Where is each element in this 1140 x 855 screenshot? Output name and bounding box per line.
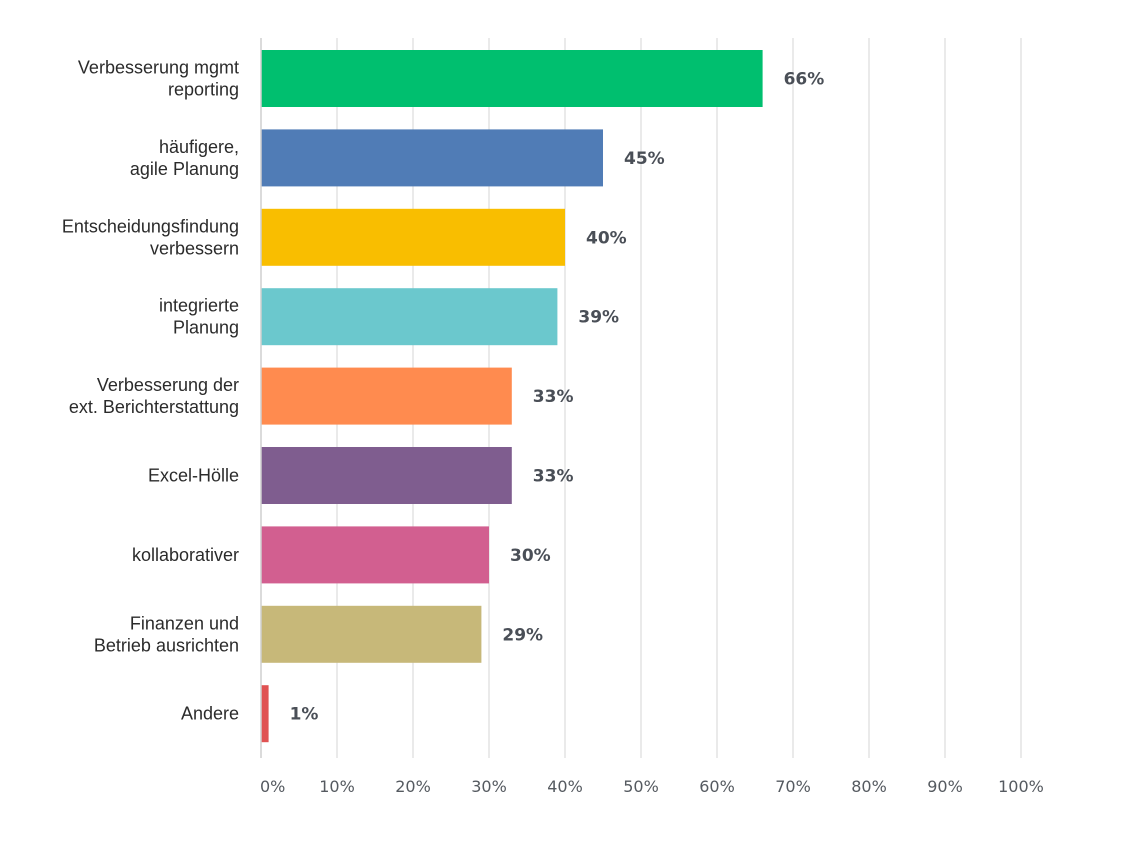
data-label: 45% [624,149,665,169]
data-label: 33% [533,467,574,487]
data-label: 39% [578,308,619,328]
x-tick-label: 40% [547,777,583,796]
bar [261,605,482,663]
category-labels: Verbesserung mgmt reporting häufigere, agil… [62,58,239,724]
data-label: 30% [510,546,551,566]
bar [261,208,565,266]
bar [261,367,512,425]
x-tick-label: 90% [927,777,963,796]
x-tick-label: 20% [395,777,431,796]
bars [261,50,763,743]
bar [261,50,763,107]
data-label: 33% [533,387,574,407]
value-labels: 66% 45% 40% 39% 33% 33% 30% 29% 1% [290,70,825,725]
x-tick-label: 70% [775,777,811,796]
x-axis-tick-labels: 0% 10% 20% 30% 40% 50% 60% 70% 80% 90% 100% [260,777,1044,796]
x-tick-label: 0% [260,777,285,796]
category-label: Excel-Hölle [148,466,239,486]
bar [261,447,512,504]
category-label: Entscheidungsfindung verbessern [62,216,239,258]
category-label: häufigere, agile Planung [130,137,239,179]
data-label: 29% [502,625,543,645]
category-label: integrierte Planung [159,296,239,338]
data-label: 40% [586,228,627,248]
x-tick-label: 100% [998,777,1044,796]
category-label: Verbesserung mgmt reporting [78,58,239,100]
x-tick-label: 80% [851,777,887,796]
data-label: 1% [290,705,319,725]
x-tick-label: 10% [319,777,355,796]
category-label: Verbesserung der ext. Berichterstattung [69,375,239,417]
x-tick-label: 60% [699,777,735,796]
category-label: kollaborativer [132,545,239,565]
x-tick-label: 50% [623,777,659,796]
category-label: Finanzen und Betrieb ausrichten [94,613,239,655]
category-label: Andere [181,704,239,724]
bar [261,129,603,187]
x-tick-label: 30% [471,777,507,796]
bar [261,526,489,584]
data-label: 66% [784,70,825,90]
bar [261,288,558,346]
bar [261,685,269,743]
